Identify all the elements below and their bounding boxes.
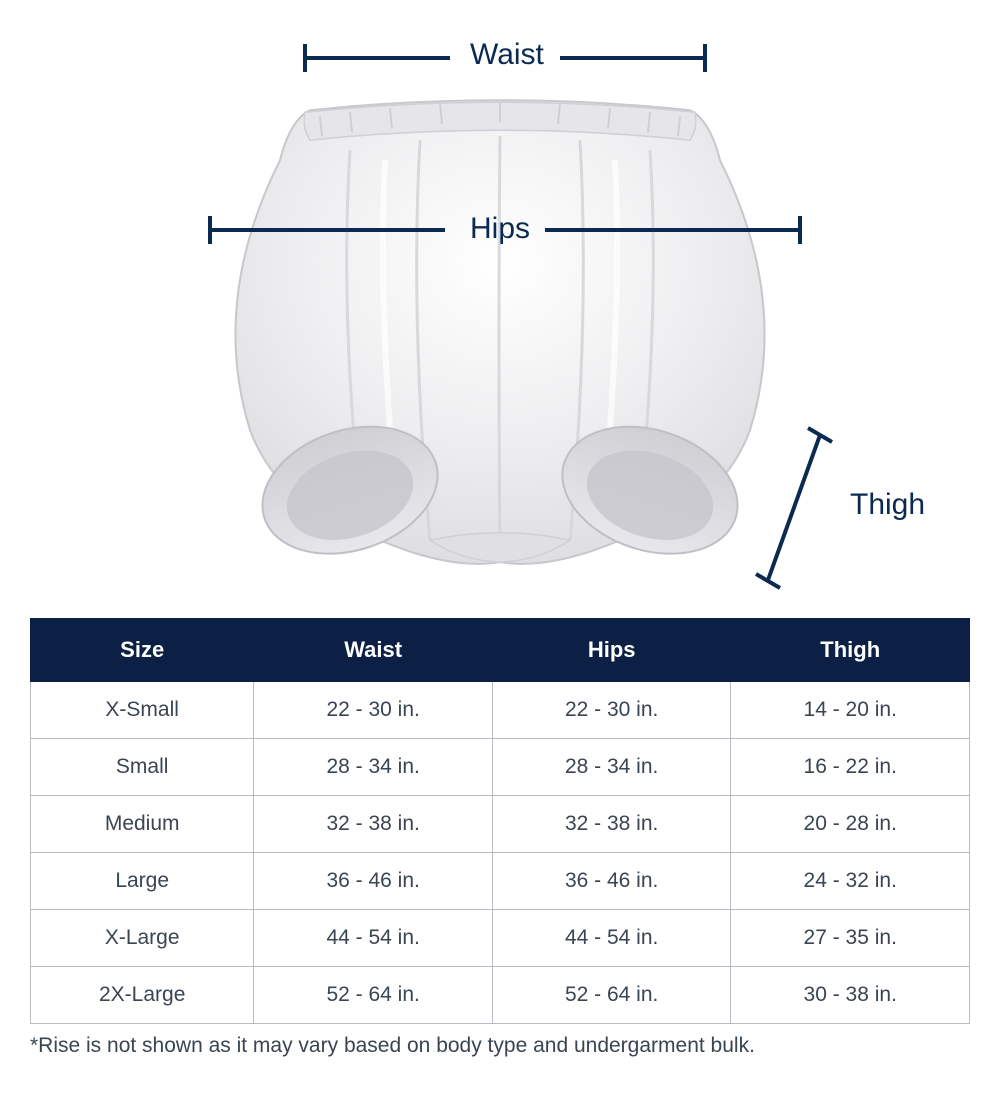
table-row: Medium32 - 38 in.32 - 38 in.20 - 28 in. [31,796,970,853]
table-row: Small28 - 34 in.28 - 34 in.16 - 22 in. [31,739,970,796]
table-cell: Large [31,853,254,910]
table-cell: 30 - 38 in. [731,967,970,1024]
col-hips: Hips [492,619,731,682]
table-cell: 22 - 30 in. [492,682,731,739]
table-cell: 20 - 28 in. [731,796,970,853]
table-cell: 27 - 35 in. [731,910,970,967]
table-cell: X-Large [31,910,254,967]
table-cell: 36 - 46 in. [492,853,731,910]
table-cell: Small [31,739,254,796]
table-cell: 28 - 34 in. [492,739,731,796]
table-cell: 28 - 34 in. [254,739,493,796]
garment-illustration [190,70,810,580]
table-row: X-Small22 - 30 in.22 - 30 in.14 - 20 in. [31,682,970,739]
table-cell: 16 - 22 in. [731,739,970,796]
table-cell: 44 - 54 in. [492,910,731,967]
table-row: 2X-Large52 - 64 in.52 - 64 in.30 - 38 in… [31,967,970,1024]
measurement-diagram: Waist Hips Thigh [30,20,970,610]
table-cell: 14 - 20 in. [731,682,970,739]
table-cell: 32 - 38 in. [254,796,493,853]
footnote: *Rise is not shown as it may vary based … [30,1034,970,1058]
table-cell: 24 - 32 in. [731,853,970,910]
table-cell: X-Small [31,682,254,739]
thigh-label: Thigh [850,488,925,522]
col-size: Size [31,619,254,682]
table-cell: Medium [31,796,254,853]
table-cell: 2X-Large [31,967,254,1024]
table-cell: 52 - 64 in. [254,967,493,1024]
table-cell: 52 - 64 in. [492,967,731,1024]
table-cell: 22 - 30 in. [254,682,493,739]
table-cell: 32 - 38 in. [492,796,731,853]
hips-label: Hips [470,212,530,246]
table-cell: 36 - 46 in. [254,853,493,910]
table-cell: 44 - 54 in. [254,910,493,967]
waist-label: Waist [470,38,544,72]
col-waist: Waist [254,619,493,682]
size-chart-table: Size Waist Hips Thigh X-Small22 - 30 in.… [30,618,970,1024]
table-row: X-Large44 - 54 in.44 - 54 in.27 - 35 in. [31,910,970,967]
table-row: Large36 - 46 in.36 - 46 in.24 - 32 in. [31,853,970,910]
col-thigh: Thigh [731,619,970,682]
table-header-row: Size Waist Hips Thigh [31,619,970,682]
